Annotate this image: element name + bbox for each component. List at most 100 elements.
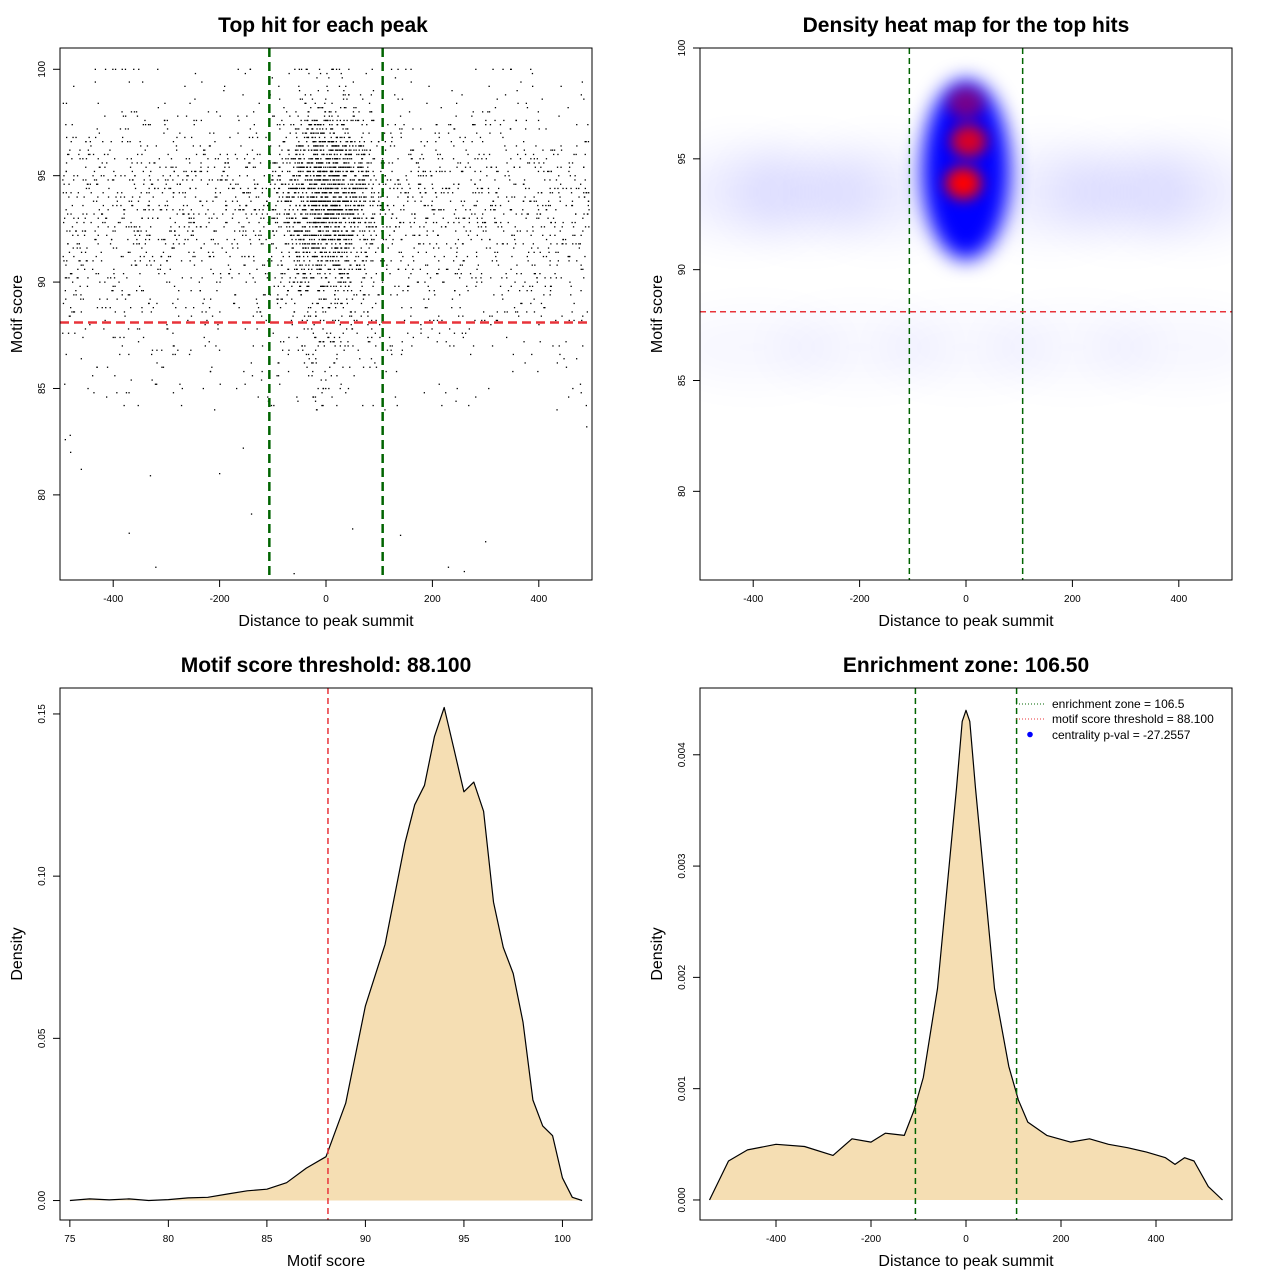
scatter-point <box>314 251 316 253</box>
scatter-point <box>361 136 363 139</box>
scatter-point <box>506 336 508 339</box>
scatter-point <box>292 158 294 160</box>
scatter-point <box>444 170 446 173</box>
scatter-point <box>410 226 412 228</box>
scatter-point <box>536 158 538 160</box>
scatter-point <box>226 221 228 224</box>
scatter-point <box>124 68 127 70</box>
scatter-point <box>279 383 281 385</box>
scatter-point <box>313 132 315 134</box>
scatter-point <box>214 192 217 194</box>
scatter-point <box>334 183 336 185</box>
scatter-point <box>122 273 125 275</box>
scatter-point <box>203 336 205 339</box>
scatter-point <box>359 290 362 292</box>
scatter-point <box>336 175 338 177</box>
scatter-point <box>271 179 273 181</box>
scatter-point <box>325 98 327 100</box>
scatter-point <box>169 268 171 270</box>
scatter-point <box>64 383 66 385</box>
scatter-point <box>523 341 525 343</box>
scatter-point <box>217 179 219 181</box>
scatter-point <box>464 136 466 139</box>
scatter-point <box>533 251 535 253</box>
scatter-point <box>514 238 516 241</box>
scatter-point <box>296 255 298 258</box>
scatter-point <box>494 119 496 122</box>
scatter-point <box>97 217 99 219</box>
scatter-point <box>207 209 209 211</box>
scatter-point <box>80 468 82 470</box>
scatter-point <box>340 285 342 287</box>
scatter-point <box>134 187 137 190</box>
scatter-point <box>402 290 404 292</box>
scatter-point <box>228 166 230 168</box>
scatter-point <box>428 290 431 292</box>
scatter-point <box>527 162 529 164</box>
scatter-point <box>159 209 161 211</box>
scatter-point <box>306 221 308 224</box>
scatter-point <box>266 200 268 202</box>
scatter-point <box>452 158 455 160</box>
scatter-point <box>440 226 443 228</box>
scatter-point <box>243 192 245 194</box>
scatter-point <box>217 324 219 326</box>
scatter-point <box>128 353 130 356</box>
scatter-point <box>102 204 104 207</box>
scatter-point <box>82 204 84 207</box>
scatter-point <box>338 204 341 207</box>
scatter-point <box>516 230 519 232</box>
scatter-point <box>198 213 200 215</box>
scatter-point <box>293 311 296 313</box>
scatter-point <box>333 285 335 287</box>
scatter-point <box>306 200 308 202</box>
scatter-point <box>199 145 201 147</box>
scatter-point <box>538 162 540 164</box>
scatter-point <box>281 264 283 266</box>
scatter-point <box>533 273 535 275</box>
scatter-point <box>362 260 365 262</box>
scatter-point <box>390 217 393 219</box>
scatter-point <box>357 349 359 351</box>
scatter-point <box>144 119 146 122</box>
scatter-point <box>323 226 326 228</box>
scatter-point <box>363 153 365 156</box>
scatter-point <box>239 209 241 211</box>
scatter-point <box>560 183 562 185</box>
scatter-point <box>305 277 308 279</box>
scatter-point <box>157 217 159 219</box>
scatter-point <box>343 200 346 202</box>
scatter-point <box>73 255 75 258</box>
density-curve <box>708 709 1223 1201</box>
plot-frame <box>59 47 593 581</box>
scatter-point <box>405 268 407 270</box>
scatter-point <box>245 230 247 232</box>
scatter-point <box>544 277 546 279</box>
scatter-point <box>342 273 344 275</box>
scatter-point <box>70 141 72 143</box>
scatter-point <box>158 273 160 275</box>
scatter-point <box>467 234 470 236</box>
scatter-point <box>330 302 332 305</box>
scatter-point <box>339 166 341 168</box>
scatter-point <box>401 307 403 309</box>
x-tick-label: 400 <box>1148 1234 1165 1245</box>
scatter-point <box>65 162 68 164</box>
scatter-point <box>295 204 297 207</box>
scatter-point <box>555 319 557 322</box>
scatter-point <box>330 234 332 236</box>
scatter-point <box>310 179 312 181</box>
scatter-point <box>400 353 403 356</box>
scatter-point <box>326 158 328 160</box>
x-tick-label: 75 <box>64 1234 76 1245</box>
scatter-point <box>276 221 279 224</box>
scatter-point <box>361 149 364 151</box>
scatter-point <box>470 238 472 241</box>
scatter-point <box>321 255 324 258</box>
scatter-point <box>340 281 342 283</box>
scatter-point <box>463 260 465 262</box>
scatter-point <box>69 273 72 275</box>
scatter-point <box>433 290 435 292</box>
scatter-point <box>192 230 194 232</box>
scatter-point <box>341 213 343 215</box>
